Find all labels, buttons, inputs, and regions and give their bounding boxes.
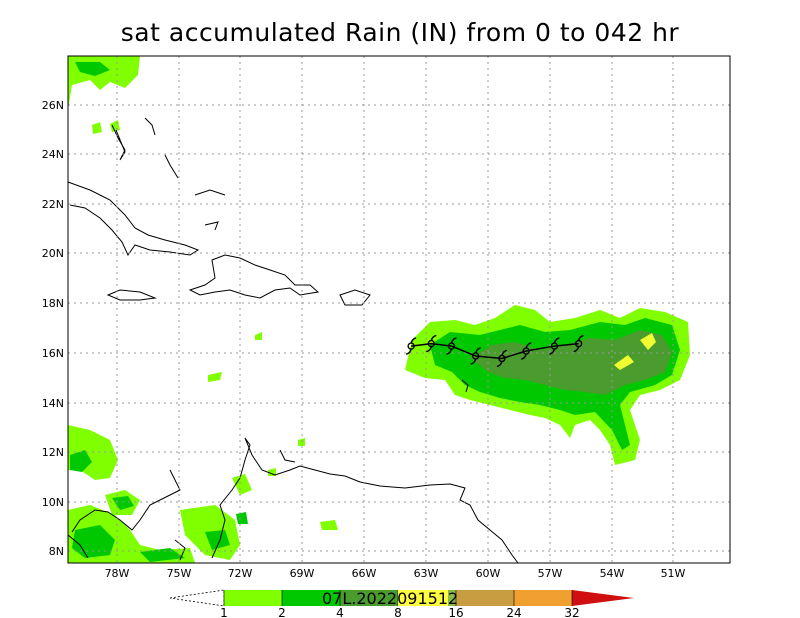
tropical-storm-icon (521, 342, 532, 360)
colorbar-segment (514, 590, 572, 606)
storm-track (406, 334, 584, 368)
colorbar-label: 8 (394, 606, 402, 618)
lon-axis: 78W 75W 72W 69W 66W 63W 60W 57W 54W 51W (105, 567, 686, 580)
stamp-text: 07L.2022091512 (322, 589, 458, 608)
tropical-storm-icon (470, 347, 481, 365)
lat-label: 8N (49, 545, 64, 558)
grid (68, 56, 730, 563)
stamp-suffix: 12 (438, 589, 458, 608)
lat-label: 14N (42, 397, 64, 410)
lon-label: 60W (476, 567, 501, 580)
colorbar-label: 32 (564, 606, 579, 618)
tropical-storm-icon (406, 337, 417, 355)
stamp-prefix: 07L.202 (322, 589, 387, 608)
colorbar-high-arrow (572, 590, 634, 606)
colorbar-label: 2 (278, 606, 286, 618)
coastlines (67, 117, 519, 564)
lat-label: 26N (42, 99, 64, 112)
lat-label: 12N (42, 446, 64, 459)
lon-label: 75W (167, 567, 192, 580)
tropical-storm-icon (426, 334, 437, 353)
lat-label: 24N (42, 148, 64, 161)
lat-label: 16N (42, 347, 64, 360)
lat-label: 20N (42, 247, 64, 260)
rain-field (68, 56, 690, 563)
colorbar-label: 1 (220, 606, 228, 618)
colorbar: 07L.2022091512 1 2 4 8 16 24 32 (169, 589, 634, 618)
colorbar-label: 4 (336, 606, 344, 618)
tropical-storm-icon (496, 349, 508, 368)
lat-label: 18N (42, 297, 64, 310)
lon-label: 69W (290, 567, 315, 580)
lon-label: 57W (538, 567, 563, 580)
colorbar-label: 24 (506, 606, 521, 618)
colorbar-segment (282, 590, 340, 606)
lat-label: 22N (42, 198, 64, 211)
lon-label: 51W (661, 567, 686, 580)
lon-label: 78W (105, 567, 130, 580)
lon-label: 54W (600, 567, 625, 580)
lon-label: 63W (414, 567, 439, 580)
lon-label: 66W (352, 567, 377, 580)
plot-background (68, 56, 730, 563)
lat-axis: 26N 24N 22N 20N 18N 16N 14N 12N 10N 8N (42, 99, 64, 558)
colorbar-segment (224, 590, 282, 606)
lon-label: 72W (228, 567, 253, 580)
stamp-highlight (398, 590, 448, 606)
tropical-storm-icon (573, 334, 584, 353)
lat-label: 10N (42, 496, 64, 509)
colorbar-low-arrow (169, 589, 225, 607)
stamp-highlight-text: 20915 (387, 589, 438, 608)
tropical-storm-icon (446, 337, 457, 355)
colorbar-label: 16 (448, 606, 463, 618)
tropical-storm-icon (549, 337, 560, 355)
plot-frame (67, 55, 731, 564)
map-title: sat accumulated Rain (IN) from 0 to 042 … (120, 18, 680, 47)
colorbar-segment (456, 590, 514, 606)
colorbar-segment (340, 590, 398, 606)
